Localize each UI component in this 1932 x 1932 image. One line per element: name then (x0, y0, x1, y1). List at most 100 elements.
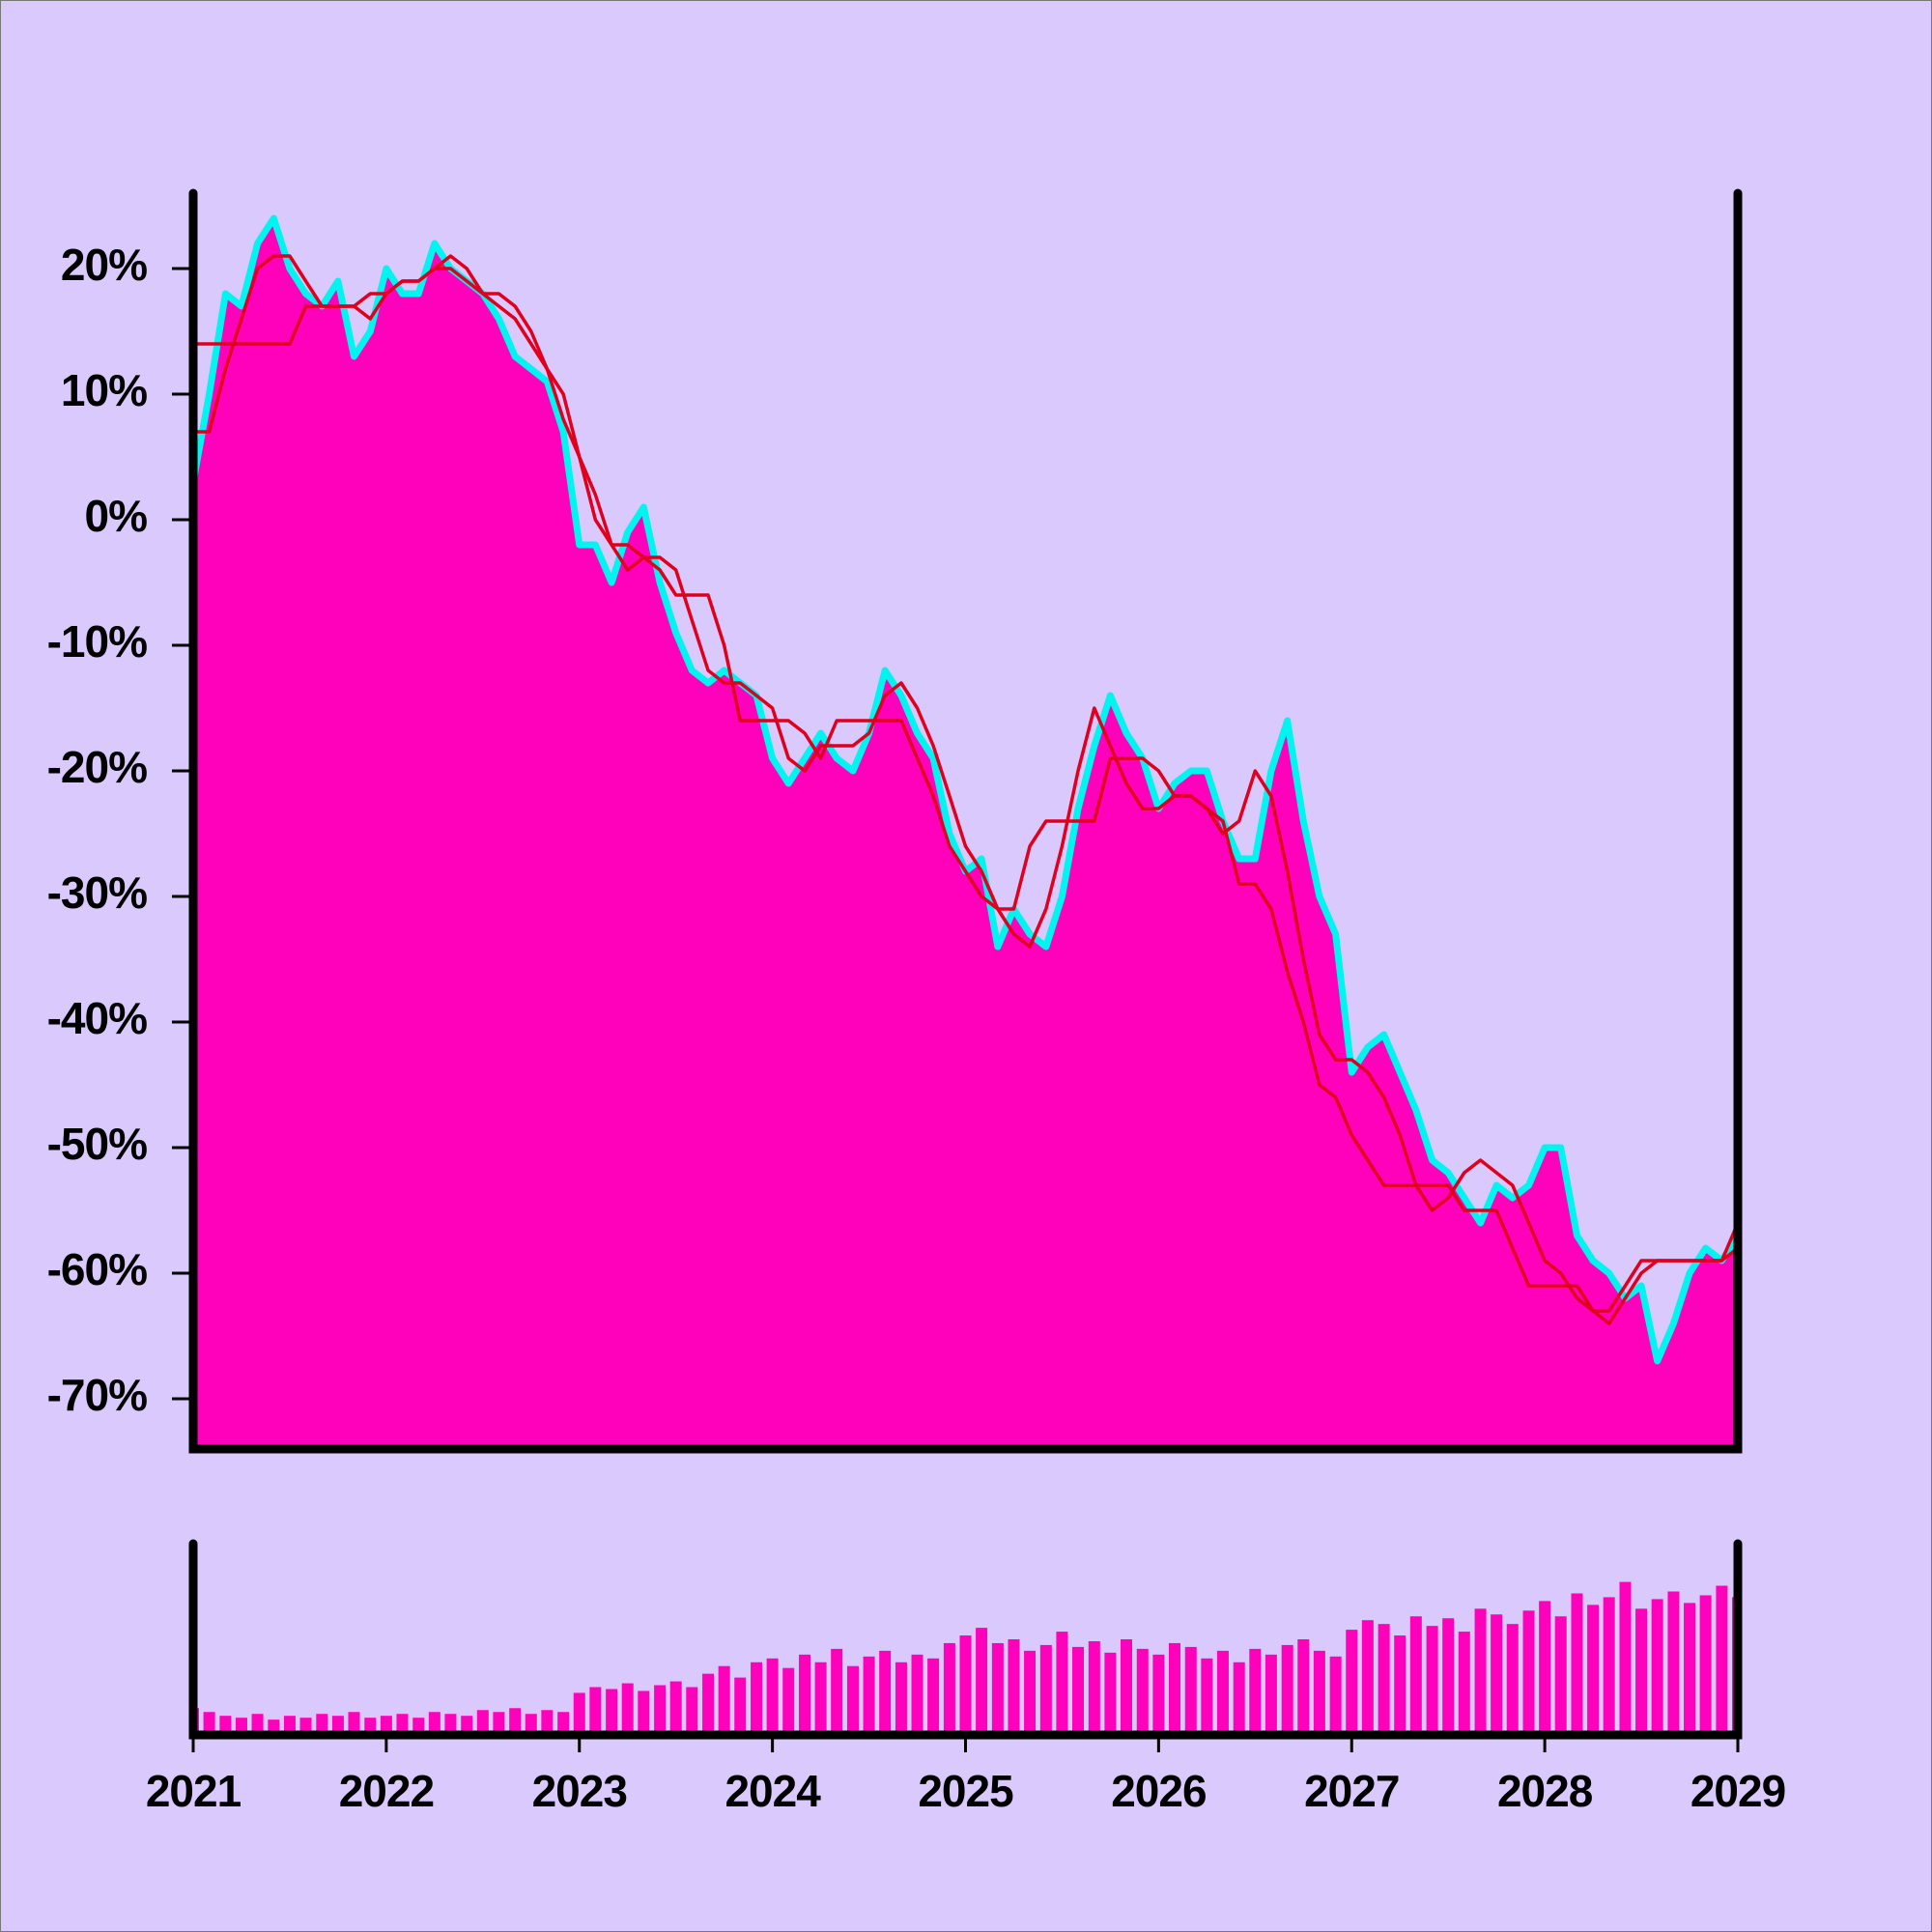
volume-bar (991, 1642, 1004, 1735)
average-line (193, 267, 1738, 1313)
volume-bar (1313, 1650, 1325, 1735)
volume-bar (1329, 1656, 1342, 1735)
volume-bar (1201, 1658, 1213, 1735)
x-tick-label: 2024 (724, 1766, 821, 1816)
x-tick-label: 2022 (339, 1766, 434, 1816)
volume-bar (1361, 1620, 1374, 1735)
volume-bar (428, 1712, 440, 1735)
price-frame (188, 188, 1743, 1454)
volume-bar (1554, 1616, 1567, 1735)
x-tick-label: 2025 (918, 1766, 1013, 1816)
volume-bar (541, 1710, 554, 1735)
volume-bar (702, 1673, 715, 1735)
volume-bar (1216, 1650, 1229, 1735)
volume-bar (1024, 1650, 1037, 1735)
volume-bar (396, 1714, 409, 1735)
y-tick-label: -60% (47, 1244, 147, 1294)
volume-bar (1281, 1644, 1293, 1735)
volume-bar (1136, 1648, 1149, 1735)
volume-bar (1378, 1624, 1390, 1735)
volume-bar (1008, 1639, 1020, 1735)
volume-bar (331, 1716, 344, 1735)
volume-bar (669, 1681, 682, 1735)
volume-bar (1233, 1662, 1245, 1735)
volume-bar (911, 1654, 923, 1735)
volume-bar (525, 1714, 537, 1735)
volume-bar (316, 1714, 328, 1735)
y-tick-label: -40% (47, 993, 147, 1043)
volume-bar (621, 1683, 634, 1735)
volume-bar (1184, 1646, 1197, 1735)
volume-bar (509, 1708, 522, 1735)
volume-bar (476, 1710, 489, 1735)
volume-bar (654, 1685, 667, 1735)
volume-bar (1056, 1632, 1068, 1735)
y-tick-label: 10% (61, 365, 147, 415)
volume-bar (348, 1712, 360, 1735)
volume-frame (188, 1539, 1743, 1740)
volume-bar (1667, 1591, 1680, 1735)
volume-bar (1168, 1642, 1180, 1735)
volume-bar (863, 1656, 875, 1735)
x-tick-label: 2021 (146, 1766, 242, 1816)
volume-bar (976, 1628, 988, 1735)
volume-bar (1264, 1654, 1277, 1735)
volume-bar (1635, 1608, 1648, 1735)
y-tick-label: -30% (47, 867, 147, 918)
x-tick-label: 2029 (1690, 1766, 1785, 1816)
volume-bar (1120, 1639, 1132, 1735)
volume-bar (734, 1677, 747, 1735)
volume-bar (283, 1716, 296, 1735)
volume-bar (1506, 1624, 1519, 1735)
volume-bar (380, 1716, 392, 1735)
volume-bar (1474, 1608, 1487, 1735)
volume-panel (193, 1581, 1738, 1735)
volume-bar (814, 1662, 827, 1735)
volume-bar (1152, 1654, 1165, 1735)
volume-bar (1539, 1601, 1551, 1735)
volume-bar (1426, 1626, 1438, 1735)
volume-bar (718, 1665, 730, 1735)
x-tick-label: 2028 (1497, 1766, 1593, 1816)
axes: -70% -60% -50% -40% -30% -20% -10% 0% 10% 20% 2021… (47, 240, 1787, 1816)
volume-bar (573, 1692, 585, 1735)
volume-bar (831, 1648, 843, 1735)
volume-bar (444, 1714, 457, 1735)
price-area (193, 218, 1738, 1449)
volume-bar (879, 1650, 892, 1735)
volume-bar (1394, 1635, 1406, 1735)
volume-bar (799, 1654, 811, 1735)
volume-bar (1039, 1644, 1052, 1735)
volume-bar (895, 1662, 907, 1735)
volume-bar (638, 1690, 650, 1735)
volume-bar (943, 1642, 955, 1735)
volume-bar (1522, 1610, 1535, 1735)
volume-bar (1072, 1646, 1085, 1735)
volume-bar (589, 1687, 602, 1735)
x-tick-label: 2026 (1111, 1766, 1206, 1816)
volume-bar (686, 1687, 698, 1735)
volume-bar (1587, 1605, 1600, 1735)
volume-bar (606, 1689, 618, 1735)
volume-bar (1716, 1585, 1728, 1735)
volume-bar (1651, 1599, 1663, 1735)
x-tick-label: 2023 (532, 1766, 627, 1816)
volume-bar (1699, 1595, 1712, 1735)
volume-bar (1684, 1603, 1696, 1735)
volume-bar (1458, 1632, 1470, 1735)
volume-bar (203, 1712, 215, 1735)
volume-bar (461, 1716, 473, 1735)
volume-bar (219, 1716, 232, 1735)
volume-bar (493, 1712, 505, 1735)
volume-bar (846, 1665, 859, 1735)
volume-bar (1297, 1639, 1310, 1735)
volume-bar (959, 1635, 972, 1735)
volume-bar (751, 1662, 763, 1735)
x-tick-label: 2027 (1304, 1766, 1399, 1816)
y-tick-label: 20% (61, 240, 147, 290)
volume-bar (766, 1658, 779, 1735)
volume-bar (557, 1712, 570, 1735)
y-tick-label: -20% (47, 742, 147, 792)
y-tick-label: -70% (47, 1370, 147, 1420)
